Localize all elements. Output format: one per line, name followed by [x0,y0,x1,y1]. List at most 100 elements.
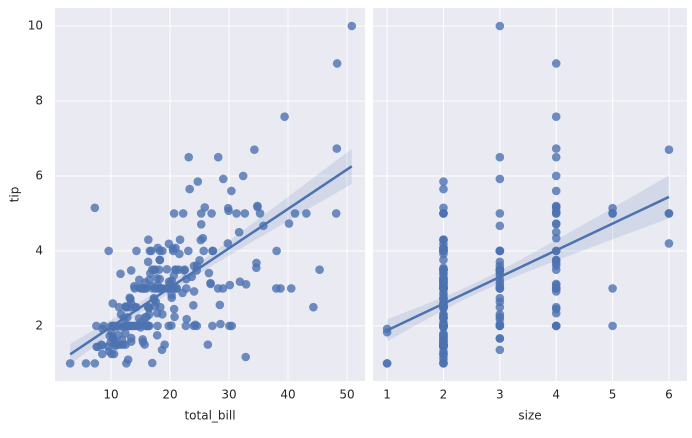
point [439,321,448,331]
point [147,358,157,368]
point [227,186,236,196]
point [207,209,216,218]
point [134,314,144,323]
point [664,209,674,218]
x-tick-label: 40 [280,388,295,402]
point [164,321,173,331]
point [495,284,505,293]
point [272,246,281,256]
point [608,321,617,331]
point [608,209,617,218]
x-tick-label: 2 [440,388,448,402]
point [234,227,244,237]
point [144,310,154,319]
point [139,284,148,293]
point [232,209,241,218]
point [241,352,251,362]
point [65,359,75,368]
point [495,152,505,162]
point [315,265,324,274]
point [164,239,174,249]
point [608,284,617,293]
point [204,268,214,278]
point [114,302,124,312]
confidence-band [70,148,352,365]
point [495,293,505,303]
point [439,341,448,351]
point [439,359,448,368]
point [132,246,141,256]
point [182,314,191,324]
point [162,264,172,274]
point [439,239,448,249]
point [439,255,448,265]
point [495,246,505,256]
point [213,152,223,162]
point [664,239,674,248]
point [153,321,162,331]
point [439,184,448,194]
point [551,265,561,274]
point [144,275,154,285]
point [189,321,198,331]
point [439,246,448,256]
point [439,284,448,293]
point [495,345,505,355]
point [199,246,209,256]
point [253,202,262,212]
point [225,321,234,331]
point [178,209,188,218]
point [223,203,233,213]
point [121,329,130,338]
point [215,300,225,310]
point [108,299,118,308]
point [155,274,165,284]
point [90,203,100,213]
x-tick-label: 50 [339,388,354,402]
point [184,152,194,162]
point [551,59,561,68]
point [200,203,210,212]
point [107,349,116,359]
point [126,294,135,304]
point [551,112,561,122]
x-tick-label: 1 [383,388,391,402]
point [169,304,179,314]
point [124,321,134,331]
point [143,257,153,267]
y-tick-label: 4 [35,243,43,257]
y-tick-label: 6 [35,168,43,182]
point [551,219,561,228]
point [126,302,135,312]
point [196,220,206,229]
point [439,177,448,186]
point [439,314,448,323]
x-tick-label: 30 [221,388,236,402]
point [332,144,342,153]
point [551,227,561,237]
point [551,321,561,331]
point [193,177,203,186]
point [223,239,233,248]
point [331,209,341,218]
point [382,359,392,368]
point [309,302,318,312]
point [196,235,206,245]
point [122,359,131,368]
point [139,320,148,330]
point [238,171,248,181]
point [206,278,215,288]
point [90,359,100,368]
x-tick-label: 10 [103,388,118,402]
point [184,246,193,256]
y-tick-label: 2 [35,318,43,332]
point [276,284,285,293]
point [284,219,294,228]
point [439,330,448,340]
point [171,265,180,274]
point [203,340,213,349]
point [225,280,235,290]
point [216,319,225,329]
point [151,284,160,293]
